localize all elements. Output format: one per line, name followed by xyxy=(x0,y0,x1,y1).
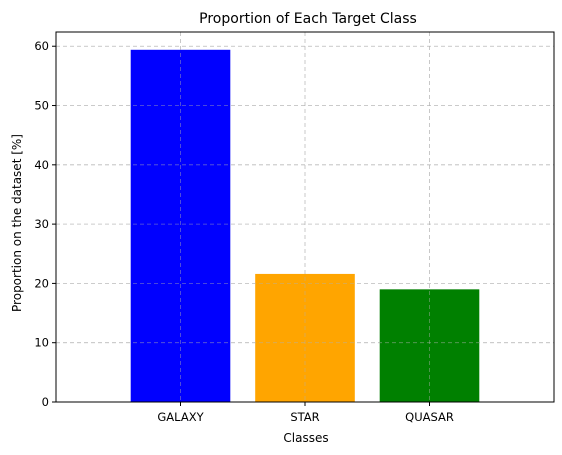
y-axis-label: Proportion on the dataset [%] xyxy=(10,134,24,312)
y-tick-label: 30 xyxy=(34,217,49,231)
y-axis: 0 10 20 30 40 50 60 xyxy=(34,39,56,409)
bars xyxy=(56,32,554,403)
x-tick-label: STAR xyxy=(290,410,319,424)
x-tick-label: GALAXY xyxy=(157,410,204,424)
x-axis-label: Classes xyxy=(283,431,328,445)
x-axis: GALAXY STAR QUASAR xyxy=(157,402,454,424)
y-tick-label: 60 xyxy=(34,39,49,53)
y-tick-label: 0 xyxy=(42,395,49,409)
y-tick-label: 50 xyxy=(34,99,49,113)
chart-title: Proportion of Each Target Class xyxy=(199,11,417,27)
y-tick-label: 40 xyxy=(34,158,49,172)
x-tick-label: QUASAR xyxy=(405,410,454,424)
bar-star xyxy=(255,273,355,402)
y-tick-label: 10 xyxy=(34,336,49,350)
y-tick-label: 20 xyxy=(34,276,49,290)
